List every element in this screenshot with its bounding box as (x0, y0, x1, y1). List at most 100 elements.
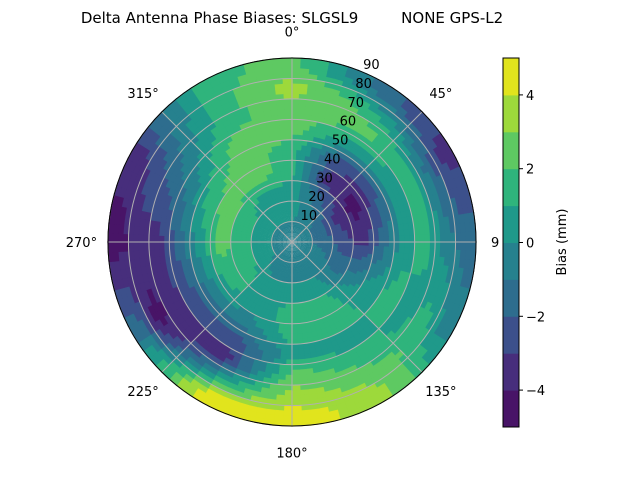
contour-cell (326, 216, 333, 222)
contour-cell (298, 229, 303, 235)
contour-cell (281, 62, 293, 69)
contour-cell (336, 213, 343, 220)
contour-cell (279, 129, 287, 136)
contour-cell (276, 238, 283, 241)
contour-cell (281, 238, 288, 241)
contour-cell (304, 280, 309, 287)
contour-cell (281, 238, 288, 241)
contour-cell (368, 237, 375, 243)
contour-cell (283, 379, 293, 386)
contour-cell (270, 266, 276, 273)
contour-cell (257, 252, 265, 257)
contour-cell (272, 232, 279, 236)
contour-cell (289, 190, 293, 197)
contour-cell (275, 269, 280, 276)
contour-cell (270, 193, 276, 201)
contour-cell (174, 222, 182, 231)
contour-cell (332, 236, 339, 241)
contour-cell (274, 394, 285, 401)
contour-cell (168, 234, 175, 243)
contour-cell (262, 204, 269, 211)
contour-cell (276, 244, 283, 247)
contour-cell (210, 249, 217, 256)
contour-cell (438, 256, 446, 267)
contour-cell (291, 57, 303, 64)
contour-cell (306, 237, 313, 240)
contour-cell (168, 241, 175, 250)
contour-cell (277, 108, 286, 115)
contour-cell (291, 185, 296, 191)
radial-tick-label: 70 (347, 96, 364, 111)
contour-cell (280, 254, 285, 261)
contour-cell (282, 77, 293, 84)
contour-cell (314, 227, 321, 232)
contour-cell (130, 291, 140, 304)
contour-cell (276, 264, 281, 270)
contour-cell (209, 232, 216, 239)
contour-cell (270, 109, 280, 116)
theta-gridline (161, 241, 293, 373)
contour-cell (280, 212, 285, 219)
contour-cell (270, 368, 280, 375)
contour-cell (337, 236, 344, 240)
contour-cell (276, 245, 283, 248)
contour-cell (135, 290, 145, 302)
contour-cell (439, 233, 446, 243)
radial-tick-label: 30 (316, 171, 333, 186)
contour-cell (300, 218, 305, 224)
contour-cell (205, 254, 213, 261)
contour-cell (267, 383, 278, 391)
contour-cell (305, 262, 311, 269)
contour-cell (285, 216, 288, 223)
contour-cell (291, 354, 299, 361)
contour-cell (329, 266, 336, 273)
contour-cell (277, 235, 283, 239)
contour-cell (283, 250, 287, 256)
contour-cell (300, 233, 306, 237)
contour-cell (277, 269, 282, 277)
contour-cell (298, 93, 309, 100)
contour-cell (371, 223, 379, 230)
contour-cell (286, 267, 290, 274)
contour-cell (316, 247, 323, 251)
contour-cell (266, 236, 273, 239)
contour-cell (284, 118, 293, 125)
contour-cell (322, 238, 329, 241)
contour-cell (363, 245, 370, 251)
contour-cell (319, 270, 326, 277)
contour-cell (304, 321, 311, 329)
contour-cell (338, 218, 346, 224)
contour-cell (266, 233, 273, 237)
contour-cell (175, 259, 183, 268)
contour-cell (288, 205, 291, 212)
contour-cell (311, 110, 321, 118)
contour-cell (184, 252, 192, 260)
contour-cell (268, 229, 274, 234)
contour-cell (305, 192, 311, 200)
contour-cell (294, 246, 298, 252)
contour-cell (464, 222, 472, 234)
contour-cell (123, 214, 131, 226)
contour-cell (312, 189, 319, 197)
contour-cell (305, 268, 311, 275)
contour-cell (300, 62, 312, 70)
contour-cell (299, 67, 312, 75)
contour-cell (291, 308, 297, 315)
contour-cell (311, 213, 317, 220)
contour-cell (282, 159, 289, 166)
contour-cell (274, 221, 280, 227)
contour-cell (273, 262, 279, 269)
contour-cell (298, 217, 302, 223)
contour-cell (322, 267, 329, 274)
contour-cell (280, 338, 288, 345)
contour-cell (302, 239, 308, 241)
contour-cell (268, 194, 274, 202)
contour-cell (295, 251, 298, 258)
contour-cell (282, 72, 293, 79)
colorbar-tick-label: 2 (526, 163, 534, 178)
contour-cell (314, 280, 321, 287)
contour-cell (292, 220, 295, 227)
contour-cell (310, 220, 317, 227)
contour-cell (308, 73, 320, 81)
contour-cell (247, 264, 254, 271)
